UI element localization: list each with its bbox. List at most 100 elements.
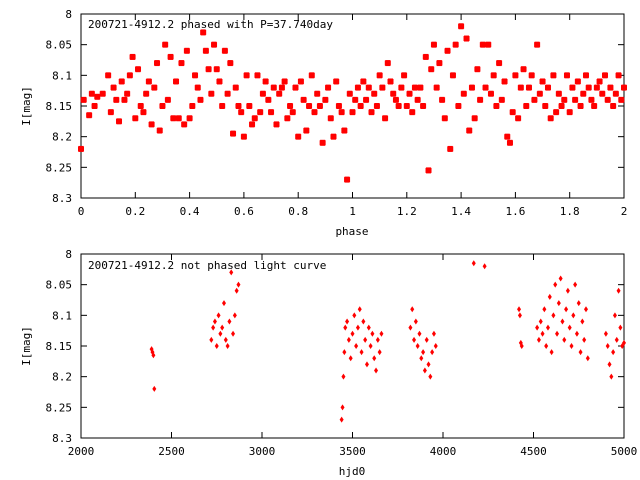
data-point (230, 130, 237, 137)
data-point (257, 109, 264, 116)
data-point (604, 96, 611, 103)
data-point (325, 84, 332, 91)
data-point (379, 84, 386, 91)
data-point (551, 312, 556, 319)
data-point (512, 72, 519, 79)
data-point (306, 103, 313, 109)
data-point (515, 115, 522, 122)
data-point (105, 72, 112, 79)
data-point (78, 145, 84, 152)
data-point (303, 127, 310, 134)
data-point (311, 109, 318, 116)
data-point (116, 118, 123, 125)
data-point (162, 41, 169, 48)
data-point (411, 84, 418, 91)
data-point (352, 96, 359, 103)
data-point (268, 109, 275, 116)
x-tick-label: 4000 (430, 445, 457, 458)
data-point (542, 306, 547, 313)
data-point (238, 109, 245, 116)
data-point (173, 78, 180, 85)
data-point (276, 90, 283, 97)
data-point (154, 60, 161, 67)
data-point (562, 336, 567, 343)
data-point (542, 103, 549, 109)
data-point (319, 139, 326, 146)
data-point (365, 84, 372, 91)
data-point (370, 330, 375, 337)
data-point (517, 84, 524, 91)
phased-panel: 200721-4912.2 phased with P=37.740day ph… (20, 8, 627, 238)
data-point (231, 330, 236, 337)
data-point (333, 78, 340, 85)
data-point (243, 72, 250, 79)
y-tick-label: 8.25 (46, 161, 73, 174)
data-point (221, 47, 228, 54)
data-point (259, 90, 266, 97)
data-point (129, 53, 136, 60)
data-point (361, 318, 366, 325)
data-point (496, 60, 503, 67)
data-point (414, 96, 421, 103)
data-point (124, 90, 131, 97)
data-point (251, 115, 258, 122)
data-point (466, 127, 473, 134)
data-point (316, 103, 323, 109)
x-tick-label: 4500 (520, 445, 547, 458)
y-axis-label: I[mag] (20, 86, 33, 126)
data-point (525, 84, 532, 91)
x-tick-label: 0.8 (288, 205, 308, 218)
data-point (482, 263, 487, 270)
data-point (493, 103, 500, 109)
data-point (614, 336, 619, 343)
panel-title: 200721-4912.2 not phased light curve (88, 259, 326, 272)
data-point (455, 103, 462, 109)
data-point (354, 343, 359, 349)
data-point (178, 60, 185, 67)
data-point (558, 103, 565, 109)
data-point (202, 47, 209, 54)
data-point (232, 312, 237, 319)
data-point (567, 324, 572, 331)
y-tick-label: 8.15 (46, 340, 73, 353)
data-point (577, 103, 584, 109)
data-point (569, 84, 576, 91)
data-point (360, 78, 367, 85)
x-tick-label: 0.6 (234, 205, 254, 218)
data-point (167, 53, 174, 60)
data-point (322, 96, 329, 103)
data-point (86, 112, 93, 119)
data-point (564, 306, 569, 313)
data-point (474, 66, 481, 73)
data-point (359, 349, 364, 356)
data-point (270, 84, 277, 91)
data-point (137, 103, 144, 109)
data-point (593, 84, 600, 91)
data-point (223, 336, 228, 343)
x-tick-label: 3500 (339, 445, 366, 458)
data-point (544, 84, 551, 91)
data-point (413, 318, 418, 325)
data-point (544, 343, 549, 349)
data-point (547, 293, 552, 300)
data-point (535, 324, 540, 331)
data-point (384, 60, 391, 67)
y-tick-label: 8.15 (46, 100, 73, 113)
data-point (463, 35, 470, 42)
data-point (487, 90, 494, 97)
data-point (556, 300, 561, 307)
data-point (308, 72, 315, 79)
data-point (412, 336, 417, 343)
data-point (540, 330, 545, 337)
data-point (582, 72, 589, 79)
data-point (254, 72, 261, 79)
data-point (295, 133, 302, 140)
data-point (214, 343, 219, 349)
data-point (607, 361, 612, 368)
data-point (262, 78, 269, 85)
data-point (431, 330, 436, 337)
data-point (373, 103, 380, 109)
data-point (235, 103, 242, 109)
data-point (227, 60, 234, 67)
data-point (580, 318, 585, 325)
